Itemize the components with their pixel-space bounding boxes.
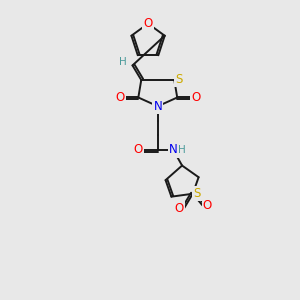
Text: O: O: [143, 17, 153, 30]
Text: N: N: [169, 143, 178, 157]
Text: O: O: [175, 202, 184, 215]
Text: O: O: [203, 199, 212, 212]
Text: O: O: [134, 143, 143, 157]
Text: H: H: [119, 58, 127, 68]
Text: S: S: [193, 187, 200, 200]
Text: O: O: [115, 91, 124, 104]
Text: O: O: [191, 91, 200, 104]
Text: S: S: [176, 73, 183, 85]
Text: N: N: [153, 100, 162, 113]
Text: H: H: [178, 145, 186, 155]
